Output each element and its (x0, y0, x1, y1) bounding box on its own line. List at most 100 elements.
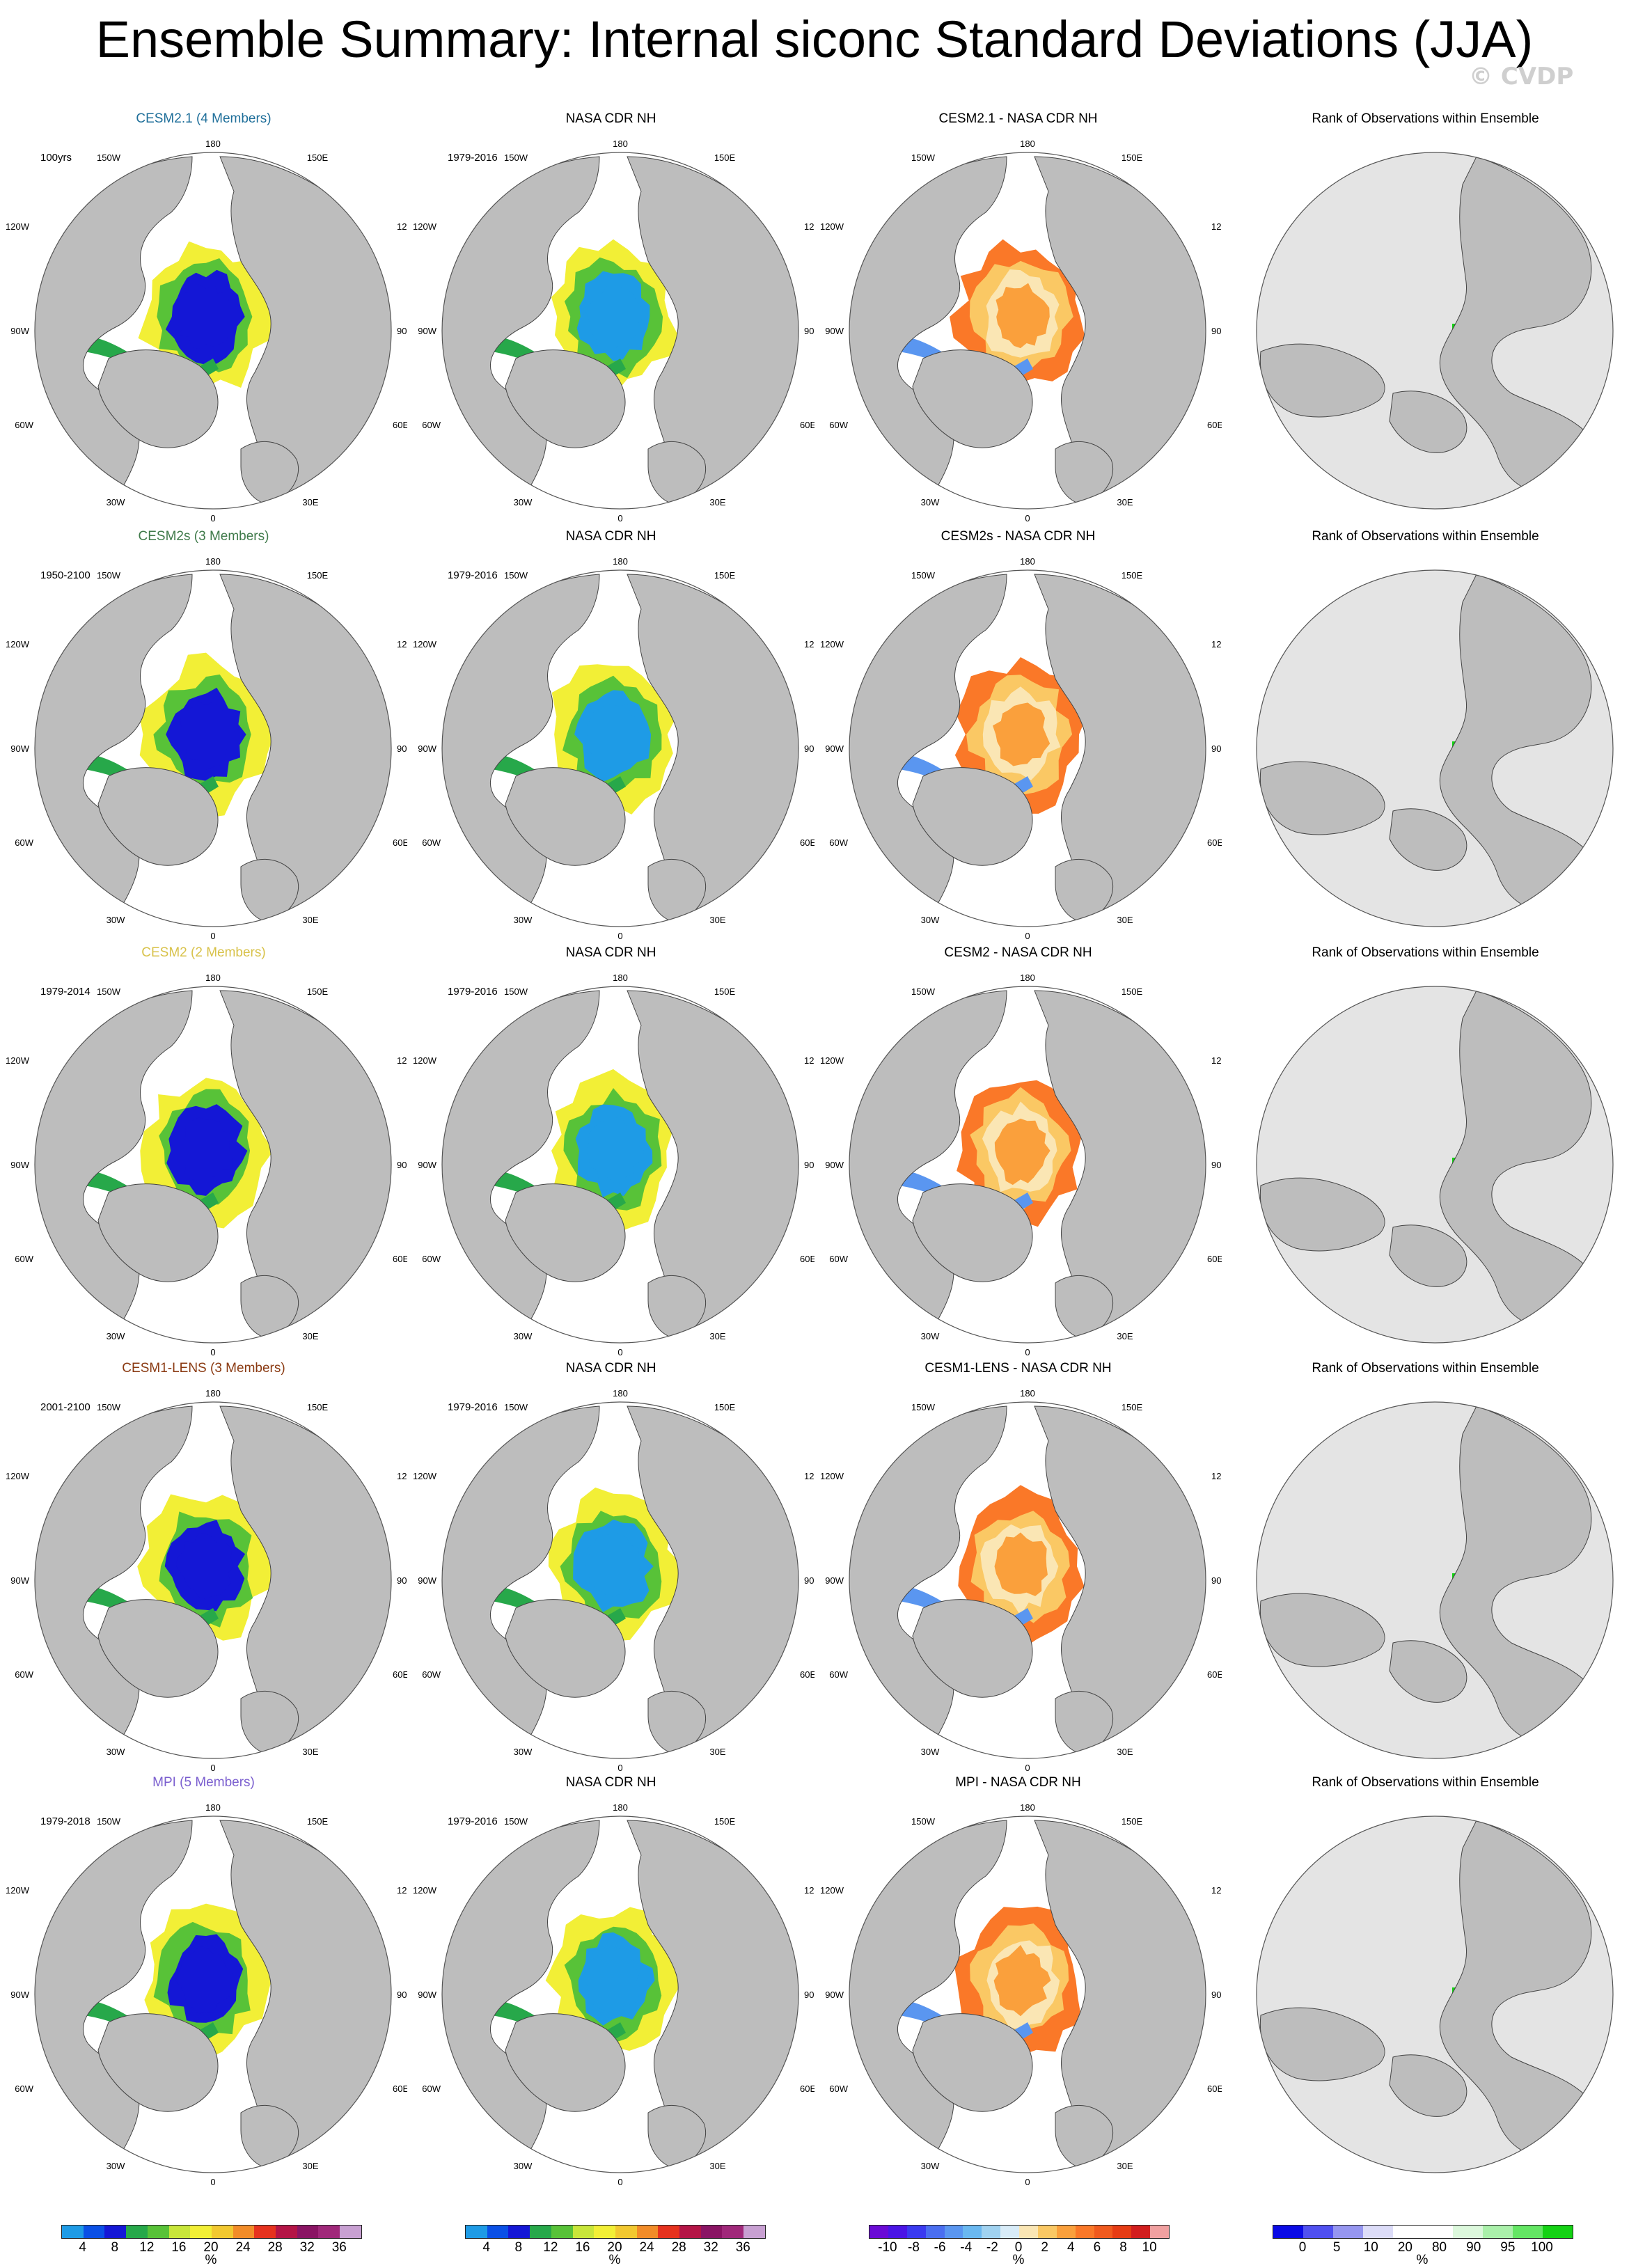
colorbar-swatch (1483, 2226, 1513, 2238)
panel-title: CESM2 (2 Members) (141, 945, 266, 960)
longitude-label-upper_left: 150W (504, 152, 528, 163)
longitude-label-left: 90W (825, 326, 844, 336)
longitude-label-right_upper: 120E (397, 639, 407, 649)
colorbar-swatch (636, 2226, 659, 2238)
landmass (505, 349, 626, 448)
colorbar-tick: 24 (235, 2240, 251, 2255)
colorbar-swatch (944, 2226, 963, 2238)
longitude-label-top: 180 (205, 139, 221, 149)
longitude-label-lower_left: 30W (107, 1331, 125, 1341)
longitude-label-left_upper: 120W (820, 1885, 844, 1896)
landmass (1055, 1275, 1114, 1339)
colorbar-swatch (83, 2226, 105, 2238)
polar-map (1256, 152, 1614, 510)
panel-obs-row2: NASA CDR NH 1979-2016 180 0 150W 150E 120W 120E… (407, 529, 814, 947)
longitude-label-left_upper: 120W (6, 221, 30, 232)
landmass (97, 1183, 219, 1282)
longitude-label-top: 180 (613, 972, 628, 983)
map-boundary (1256, 1816, 1614, 2173)
longitude-label-left_lower: 60W (829, 2084, 848, 2094)
longitude-label-bottom: 0 (210, 1763, 215, 1773)
landmass (240, 858, 299, 923)
landmass (1259, 1177, 1385, 1252)
longitude-label-left: 90W (10, 1160, 29, 1170)
longitude-label-right_lower: 60E (800, 420, 814, 430)
colorbar-swatch (62, 2226, 84, 2238)
colorbar-tick: 20 (1397, 2240, 1412, 2255)
panel-title: NASA CDR NH (565, 1361, 656, 1376)
longitude-label-right_lower: 60E (800, 1669, 814, 1680)
longitude-label-upper_right: 150E (714, 986, 736, 997)
longitude-label-bottom: 0 (210, 513, 215, 523)
longitude-label-right_upper: 120E (397, 221, 407, 232)
longitude-label-left: 90W (10, 1575, 29, 1586)
ice-contour-3 (993, 1944, 1051, 2017)
colorbar-swatch (1513, 2226, 1543, 2238)
longitude-label-lower_right: 30E (302, 915, 318, 925)
longitude-label-upper_left: 150W (97, 1402, 121, 1412)
sea-ice-field (873, 1080, 1083, 1252)
longitude-label-upper_left: 150W (911, 1816, 936, 1827)
panel-title: CESM2.1 (4 Members) (136, 111, 272, 126)
ice-contour-3 (178, 282, 235, 349)
longitude-label-left_lower: 60W (15, 2084, 33, 2094)
colorbar-tick: 36 (331, 2240, 347, 2255)
page-title: Ensemble Summary: Internal siconc Standa… (95, 10, 1534, 68)
longitude-label-lower_left: 30W (514, 915, 533, 925)
ice-contour-3 (994, 1532, 1048, 1596)
longitude-label-top: 180 (613, 139, 628, 149)
polar-map (1256, 986, 1614, 1344)
polar-map: 180 0 150W 150E 120W 120E 90W 90E 60W 60E 30W 30E (820, 972, 1222, 1357)
colorbar-rank: 0 5 10 20 80 90 95 100% (1273, 2225, 1579, 2267)
longitude-label-left_upper: 120W (6, 639, 30, 649)
longitude-label-right: 90E (1211, 1160, 1222, 1170)
period-label: 1950-2100 (40, 569, 90, 581)
longitude-label-bottom: 0 (617, 513, 622, 523)
longitude-label-left_lower: 60W (15, 837, 33, 848)
longitude-label-upper_right: 150E (1122, 570, 1143, 581)
colorbar-tick: 95 (1500, 2240, 1516, 2255)
colorbar-tick: 2 (1041, 2240, 1048, 2255)
longitude-label-right: 90E (1211, 743, 1222, 754)
longitude-label-upper_right: 150E (307, 986, 329, 997)
landmass (1055, 2104, 1114, 2169)
colorbar-swatch (318, 2226, 340, 2238)
colorbar-swatch (963, 2226, 982, 2238)
landmass (505, 767, 626, 866)
longitude-label-left_lower: 60W (422, 837, 441, 848)
longitude-label-lower_right: 30E (302, 1331, 318, 1341)
longitude-label-top: 180 (1020, 1802, 1035, 1813)
colorbar-unit: % (205, 2253, 217, 2267)
panel-title: NASA CDR NH (565, 1775, 656, 1790)
colorbar-swatch (658, 2226, 680, 2238)
longitude-label-top: 180 (613, 1802, 628, 1813)
longitude-label-lower_left: 30W (514, 1331, 533, 1341)
colorbar-difference: -10 -8 -6 -4 -2 0 2 4 6 8 10% (869, 2225, 1175, 2267)
colorbar-swatch (104, 2226, 127, 2238)
colorbar-swatch (1543, 2226, 1573, 2238)
colorbar-swatch (982, 2226, 1001, 2238)
landmass (1389, 808, 1467, 871)
longitude-label-left_lower: 60W (15, 1254, 33, 1264)
longitude-label-upper_left: 150W (97, 152, 121, 163)
colorbar-swatch (1131, 2226, 1151, 2238)
colorbar-swatches (61, 2225, 362, 2239)
colorbar-swatch (1453, 2226, 1483, 2238)
colorbar-swatch (1303, 2226, 1333, 2238)
colorbar-swatch (487, 2226, 509, 2238)
longitude-label-right: 90E (397, 1160, 407, 1170)
polar-map: 180 0 150W 150E 120W 120E 90W 90E 60W 60E 30W 30E (820, 556, 1222, 941)
longitude-label-bottom: 0 (1025, 2177, 1030, 2187)
longitude-label-left_upper: 120W (413, 1885, 437, 1896)
colorbar-tick: 4 (79, 2240, 86, 2255)
landmass (912, 2013, 1033, 2112)
longitude-label-upper_left: 150W (911, 1402, 936, 1412)
landmass (912, 1183, 1033, 1282)
colorbar-tick: 20 (607, 2240, 622, 2255)
colorbar-swatch (1019, 2226, 1038, 2238)
panel-diff-row3: CESM2 - NASA CDR NH 180 0 150W 150E 120W 120E 9… (814, 945, 1222, 1363)
colorbar-tick: 8 (514, 2240, 523, 2255)
longitude-label-bottom: 0 (210, 1347, 215, 1357)
sea-ice-field (873, 1906, 1083, 2081)
longitude-label-right: 90E (804, 743, 814, 754)
